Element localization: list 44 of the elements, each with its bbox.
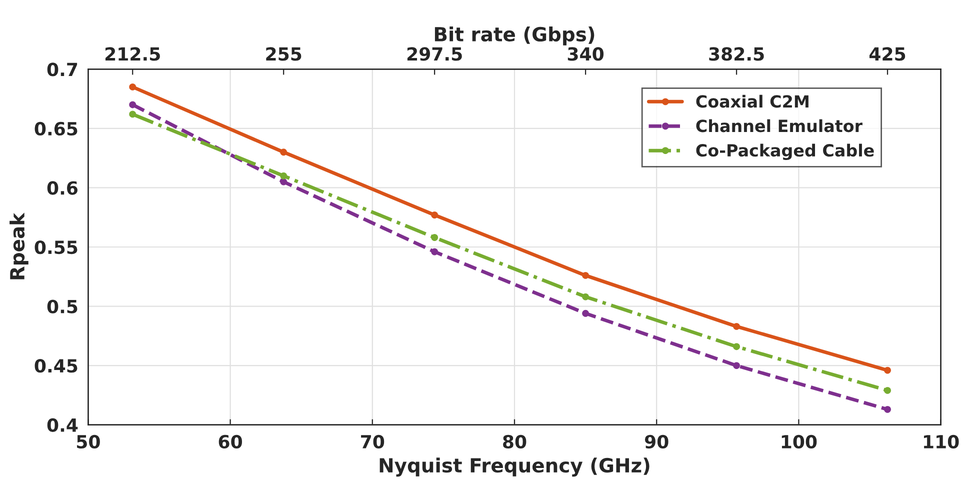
- x2-tick-label: 340: [568, 47, 604, 61]
- y-tick-label: 0.65: [34, 122, 78, 136]
- x2-tick-label: 297.5: [407, 47, 462, 61]
- point: [733, 362, 740, 370]
- point: [431, 248, 438, 256]
- point: [582, 310, 590, 317]
- point: [280, 178, 288, 186]
- x-tick-label: 100: [782, 434, 817, 449]
- y-tick-label: 0.4: [47, 418, 78, 432]
- point: [884, 406, 891, 413]
- point: [431, 234, 438, 241]
- point: [884, 366, 891, 374]
- x-tick-label: 90: [644, 434, 668, 449]
- y-axis-title: Rpeak: [10, 212, 28, 280]
- x2-axis-title: Bit rate (Gbps): [434, 26, 594, 46]
- y-tick-label: 0.6: [47, 181, 78, 195]
- x-tick-label: 60: [218, 434, 242, 449]
- point: [733, 343, 740, 350]
- point: [129, 110, 136, 118]
- x-tick-label: 80: [503, 434, 526, 449]
- x-tick-label: 50: [77, 434, 100, 449]
- x2-tick-label: 255: [266, 47, 302, 61]
- legend-label: Coaxial C2M: [696, 94, 808, 108]
- x-tick-label: 110: [924, 434, 959, 449]
- point: [280, 148, 288, 156]
- legend-label: Channel Emulator: [696, 119, 862, 132]
- x-axis-title: Nyquist Frequency (GHz): [380, 458, 650, 477]
- point: [582, 293, 590, 300]
- x2-tick-label: 212.5: [105, 47, 160, 61]
- point: [129, 83, 136, 90]
- point: [280, 172, 288, 180]
- point: [129, 101, 136, 108]
- y-tick-label: 0.5: [47, 300, 78, 314]
- x-tick-label: 70: [361, 434, 384, 449]
- legend-label: Co-Packaged Cable: [696, 144, 874, 160]
- y-tick-label: 0.7: [47, 62, 78, 76]
- point: [884, 386, 891, 394]
- point: [582, 272, 590, 279]
- y-tick-label: 0.55: [34, 240, 78, 254]
- x2-tick-label: 382.5: [709, 47, 764, 61]
- x2-tick-label: 425: [869, 47, 906, 61]
- point: [431, 212, 438, 218]
- point: [733, 322, 740, 330]
- y-tick-label: 0.45: [34, 359, 78, 373]
